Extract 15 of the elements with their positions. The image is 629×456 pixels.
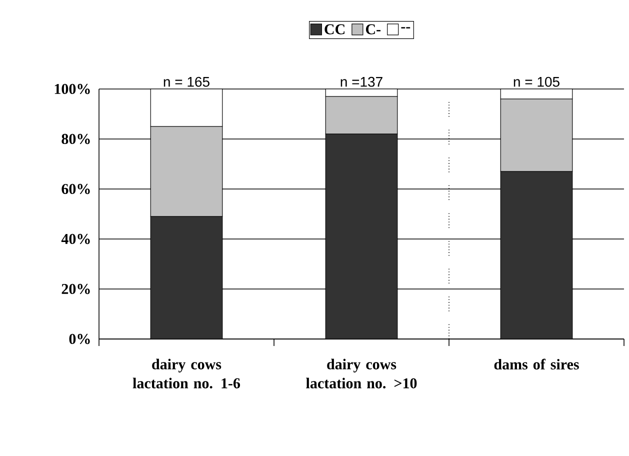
legend-label: CC (324, 24, 344, 34)
y-tick-label: 60% (62, 184, 90, 194)
y-tick-label: 40% (61, 234, 90, 244)
y-tick-label: 100% (54, 84, 90, 94)
legend-label: C- (366, 24, 380, 34)
annotation: n =137 (340, 76, 382, 87)
y-tick-label: 20% (62, 284, 90, 294)
y-tick-label: 0% (69, 334, 90, 344)
x-tick-label: dams of sires (494, 358, 579, 370)
annotation: n = 105 (514, 76, 560, 87)
y-tick-label: 80% (62, 134, 90, 144)
x-tick-label: dairy cows lactation no. 1-6 (132, 358, 240, 388)
x-tick-label: dairy cows lactation no. >10 (306, 358, 417, 388)
annotation: n = 165 (164, 76, 210, 87)
legend-label: -- (401, 27, 410, 28)
